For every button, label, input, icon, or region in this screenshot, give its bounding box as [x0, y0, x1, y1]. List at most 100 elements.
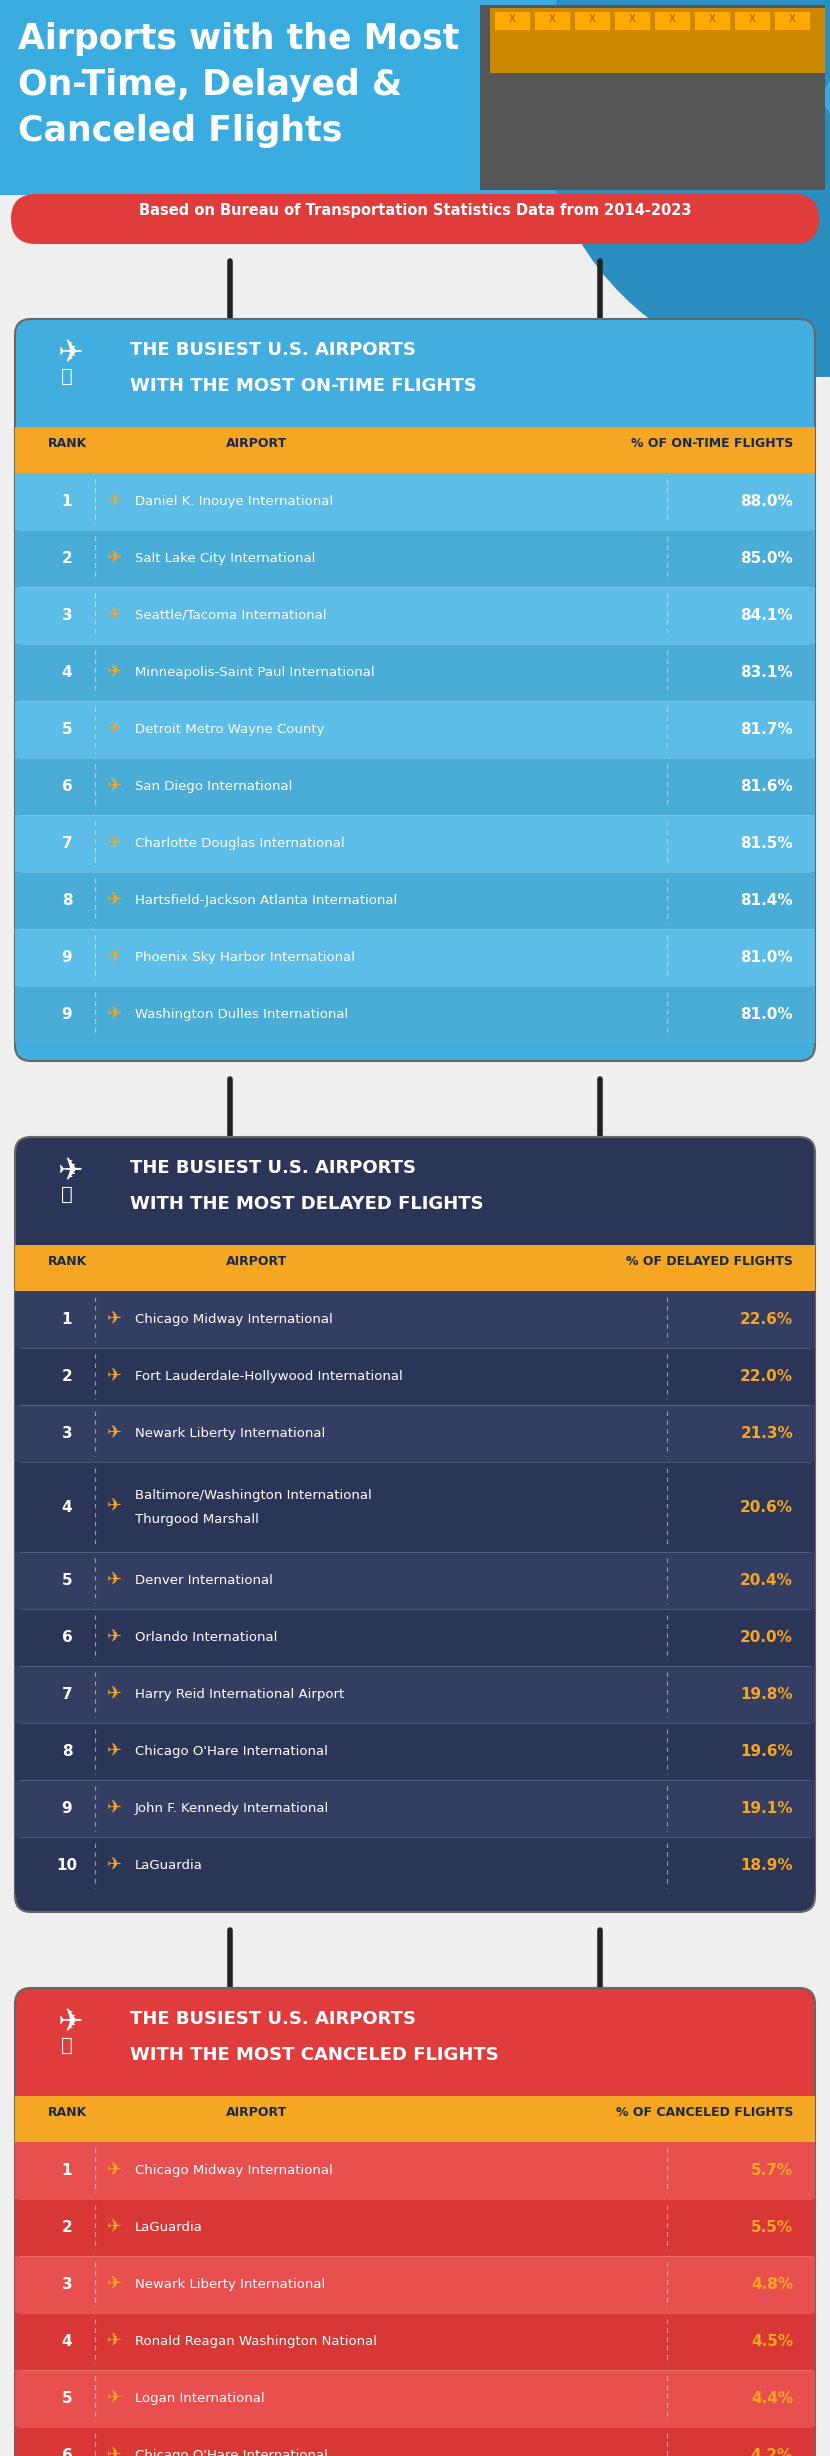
Text: RANK: RANK: [47, 2105, 86, 2120]
Text: 83.1%: 83.1%: [740, 666, 793, 680]
Bar: [535, 12, 570, 29]
Text: Chicago Midway International: Chicago Midway International: [135, 2164, 333, 2176]
Text: 19.1%: 19.1%: [740, 1800, 793, 1815]
Text: ✈: ✈: [107, 607, 123, 624]
Text: THE BUSIEST U.S. AIRPORTS: THE BUSIEST U.S. AIRPORTS: [130, 2009, 416, 2029]
Bar: [15, 1781, 815, 1837]
Text: ✈: ✈: [107, 1572, 123, 1589]
Text: X: X: [628, 15, 635, 25]
Text: 1: 1: [61, 494, 72, 508]
Text: 81.4%: 81.4%: [740, 894, 793, 909]
Text: 6: 6: [61, 1631, 72, 1646]
Text: Minneapolis-Saint Paul International: Minneapolis-Saint Paul International: [135, 666, 374, 678]
Bar: [15, 1348, 815, 1405]
Text: 8: 8: [61, 894, 72, 909]
Bar: [15, 2198, 815, 2257]
Text: 2: 2: [61, 550, 72, 565]
Text: X: X: [588, 15, 595, 25]
Text: 81.0%: 81.0%: [740, 1007, 793, 1022]
Text: ✈: ✈: [107, 2161, 123, 2178]
Bar: [15, 1461, 815, 1552]
Bar: [615, 12, 650, 29]
Bar: [15, 2427, 815, 2456]
Bar: [15, 2142, 815, 2198]
Text: 81.6%: 81.6%: [740, 779, 793, 793]
Text: 21.3%: 21.3%: [740, 1427, 793, 1442]
Text: 3: 3: [61, 1427, 72, 1442]
Text: Seattle/Tacoma International: Seattle/Tacoma International: [135, 609, 327, 621]
Text: ✈: ✈: [107, 1857, 123, 1874]
Text: Ronald Reagan Washington National: Ronald Reagan Washington National: [135, 2336, 377, 2348]
Bar: [15, 1405, 815, 1461]
Text: 1: 1: [61, 1312, 72, 1326]
Text: 88.0%: 88.0%: [740, 494, 793, 508]
Text: 10: 10: [56, 1859, 77, 1874]
Text: AIRPORT: AIRPORT: [227, 1255, 288, 1267]
Bar: [15, 1552, 815, 1609]
Text: 2: 2: [61, 1368, 72, 1385]
Text: WITH THE MOST CANCELED FLIGHTS: WITH THE MOST CANCELED FLIGHTS: [130, 2046, 499, 2063]
Text: X: X: [509, 15, 515, 25]
FancyBboxPatch shape: [12, 194, 818, 243]
Bar: [480, 5, 825, 189]
Text: 9: 9: [61, 950, 72, 965]
Bar: [15, 1292, 815, 1348]
Text: Denver International: Denver International: [135, 1574, 273, 1587]
Text: Phoenix Sky Harbor International: Phoenix Sky Harbor International: [135, 950, 355, 965]
Text: % OF ON-TIME FLIGHTS: % OF ON-TIME FLIGHTS: [631, 437, 793, 449]
Text: Canceled Flights: Canceled Flights: [18, 113, 342, 147]
Text: WITH THE MOST ON-TIME FLIGHTS: WITH THE MOST ON-TIME FLIGHTS: [130, 378, 476, 395]
Bar: [575, 12, 610, 29]
Bar: [15, 759, 815, 815]
Bar: [15, 872, 815, 928]
Text: 7: 7: [61, 1687, 72, 1702]
Bar: [15, 1245, 815, 1292]
Text: Airports with the Most: Airports with the Most: [18, 22, 459, 56]
Text: 19.6%: 19.6%: [740, 1744, 793, 1758]
Text: 2: 2: [61, 2220, 72, 2235]
Text: RANK: RANK: [47, 1255, 86, 1267]
Text: ✈: ✈: [107, 948, 123, 968]
Text: THE BUSIEST U.S. AIRPORTS: THE BUSIEST U.S. AIRPORTS: [130, 341, 416, 359]
Bar: [15, 2257, 815, 2314]
Text: 85.0%: 85.0%: [740, 550, 793, 565]
Text: Chicago O'Hare International: Chicago O'Hare International: [135, 1746, 328, 1758]
Text: X: X: [749, 15, 755, 25]
Text: ✈: ✈: [107, 892, 123, 909]
Text: X: X: [788, 15, 795, 25]
Text: ✈: ✈: [107, 2390, 123, 2407]
Bar: [655, 12, 690, 29]
Text: ✈: ✈: [107, 550, 123, 567]
Text: AIRPORT: AIRPORT: [227, 2105, 288, 2120]
Text: ✈: ✈: [107, 779, 123, 796]
Text: Salt Lake City International: Salt Lake City International: [135, 553, 315, 565]
Wedge shape: [540, 0, 830, 378]
Bar: [15, 985, 815, 1044]
Text: 🏛: 🏛: [61, 366, 73, 386]
Text: 8: 8: [61, 1744, 72, 1758]
Text: 81.0%: 81.0%: [740, 950, 793, 965]
Text: THE BUSIEST U.S. AIRPORTS: THE BUSIEST U.S. AIRPORTS: [130, 1159, 416, 1176]
Text: Newark Liberty International: Newark Liberty International: [135, 1427, 325, 1439]
FancyBboxPatch shape: [15, 1987, 815, 2456]
Bar: [15, 928, 815, 985]
Text: 4: 4: [61, 666, 72, 680]
Text: ✈: ✈: [107, 2218, 123, 2237]
Text: Charlotte Douglas International: Charlotte Douglas International: [135, 837, 344, 850]
Text: 6: 6: [61, 779, 72, 793]
Text: 4.2%: 4.2%: [751, 2449, 793, 2456]
Text: WITH THE MOST DELAYED FLIGHTS: WITH THE MOST DELAYED FLIGHTS: [130, 1196, 484, 1213]
Text: Detroit Metro Wayne County: Detroit Metro Wayne County: [135, 722, 325, 737]
Bar: [775, 12, 810, 29]
Text: Newark Liberty International: Newark Liberty International: [135, 2279, 325, 2291]
Text: 9: 9: [61, 1007, 72, 1022]
Text: 81.5%: 81.5%: [740, 835, 793, 850]
Text: LaGuardia: LaGuardia: [135, 2220, 203, 2235]
Text: 1: 1: [61, 2164, 72, 2178]
Text: 3: 3: [61, 2277, 72, 2291]
Text: ✈: ✈: [107, 835, 123, 852]
Bar: [15, 1665, 815, 1724]
Text: Based on Bureau of Transportation Statistics Data from 2014-2023: Based on Bureau of Transportation Statis…: [139, 204, 691, 219]
Text: Chicago Midway International: Chicago Midway International: [135, 1314, 333, 1326]
Text: 18.9%: 18.9%: [740, 1859, 793, 1874]
